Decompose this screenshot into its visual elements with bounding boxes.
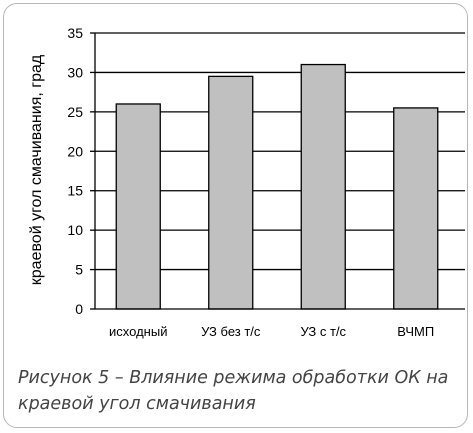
- bar: [393, 107, 439, 310]
- bar: [208, 75, 254, 310]
- y-tick-label: 25: [67, 104, 83, 120]
- y-tick-label: 5: [75, 262, 83, 278]
- figure-caption: Рисунок 5 – Влияние режима обработки ОК …: [18, 368, 449, 414]
- bar-chart: 0 5 10 15 20 25 30 35 исходный УЗ без т/с УЗ с т/…: [28, 25, 465, 339]
- y-tick-label: 35: [67, 25, 83, 41]
- x-category-label: УЗ без т/с: [201, 324, 261, 339]
- y-tick-label: 0: [75, 301, 83, 317]
- bar: [300, 63, 346, 310]
- x-category-label: ВЧМП: [397, 324, 434, 339]
- y-tick-label: 15: [67, 183, 83, 199]
- y-tick-labels: 0 5 10 15 20 25 30 35: [67, 25, 95, 317]
- bar: [115, 103, 161, 310]
- y-tick-label: 20: [67, 143, 83, 159]
- x-category-label: исходный: [109, 324, 167, 339]
- y-axis-label: краевой угол смачивания, град: [28, 54, 45, 285]
- axes: [94, 33, 465, 310]
- x-category-labels: исходный УЗ без т/с УЗ с т/с ВЧМП: [109, 324, 434, 339]
- bars: [115, 63, 439, 310]
- y-tick-label: 30: [67, 64, 83, 80]
- y-tick-label: 10: [67, 222, 83, 238]
- x-category-label: УЗ с т/с: [300, 324, 346, 339]
